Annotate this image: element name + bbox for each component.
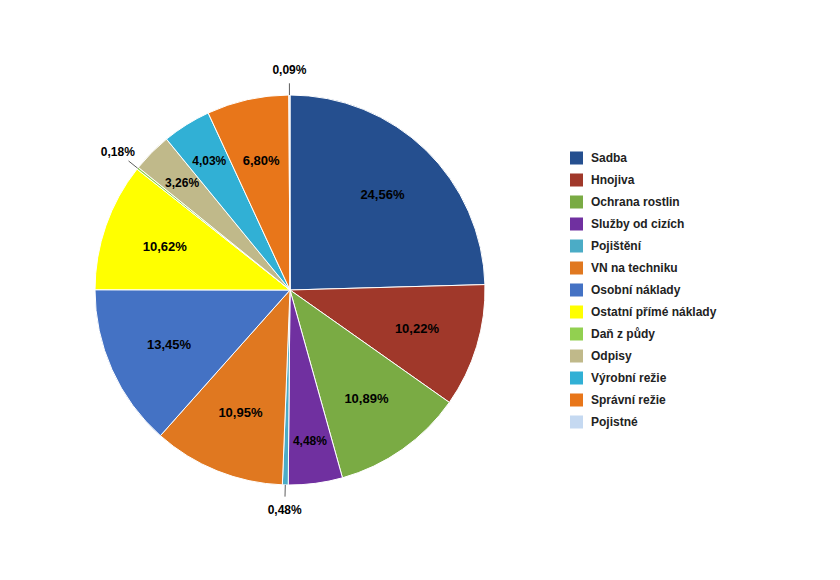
legend-label: Výrobní režie [591,371,667,385]
legend-label: Sadba [591,151,627,165]
data-label: 0,18% [101,145,135,159]
pie-slice [208,95,290,290]
data-label: 10,95% [218,405,263,420]
data-label: 0,09% [272,63,306,77]
pie [95,95,485,485]
data-label: 10,62% [143,239,188,254]
legend-item: Osobní náklady [570,283,681,297]
legend-label: Daň z půdy [591,327,655,341]
legend-label: Pojištění [591,239,642,253]
legend-label: Služby od cizích [591,217,684,231]
data-labels: 24,56% 10,22% 10,89% 4,48% 0,48% 10,95% 13,45%… [101,63,440,518]
data-label: 4,48% [293,434,327,448]
legend-item: Pojištění [570,239,642,253]
data-label: 10,22% [395,321,440,336]
legend-item: Výrobní režie [570,371,667,385]
legend-item: Hnojiva [570,173,635,187]
legend-item: VN na techniku [570,261,678,275]
data-label: 13,45% [147,337,192,352]
data-label: 10,89% [344,391,389,406]
legend-item: Odpisy [570,349,632,363]
legend-item: Pojistné [570,415,638,429]
legend-swatch [570,350,583,363]
legend-swatch [570,152,583,165]
legend-label: Osobní náklady [591,283,681,297]
legend-swatch [570,328,583,341]
legend-item: Daň z půdy [570,327,655,341]
data-label: 3,26% [165,176,199,190]
legend-label: Ostatní přímé náklady [591,305,717,319]
legend-swatch [570,240,583,253]
pie-slice [95,290,290,436]
data-label: 6,80% [243,153,280,168]
legend-label: Hnojiva [591,173,635,187]
legend-swatch [570,372,583,385]
legend-swatch [570,394,583,407]
legend-item: Ochrana rostlin [570,195,680,209]
legend-label: VN na techniku [591,261,678,275]
legend-item: Ostatní přímé náklady [570,305,717,319]
legend-swatch [570,262,583,275]
data-label: 24,56% [360,187,405,202]
chart: 24,56% 10,22% 10,89% 4,48% 0,48% 10,95% 13,45%… [0,0,840,580]
leader-line [289,83,290,95]
pie-slice [290,95,485,290]
legend-swatch [570,284,583,297]
leader-line [129,161,138,168]
legend-swatch [570,174,583,187]
legend-swatch [570,196,583,209]
leader-line [285,485,286,497]
legend-label: Správní režie [591,393,666,407]
pie-slice [288,290,342,485]
legend-item: Správní režie [570,393,666,407]
data-label: 0,48% [268,503,302,517]
legend-label: Odpisy [591,349,632,363]
legend-swatch [570,416,583,429]
data-label: 4,03% [192,154,226,168]
legend-swatch [570,218,583,231]
legend-item: Sadba [570,151,627,165]
legend-label: Pojistné [591,415,638,429]
legend: Sadba Hnojiva Ochrana rostlin Služby od ciz… [570,151,717,429]
legend-swatch [570,306,583,319]
pie-slice [289,95,290,290]
legend-item: Služby od cizích [570,217,684,231]
legend-label: Ochrana rostlin [591,195,680,209]
